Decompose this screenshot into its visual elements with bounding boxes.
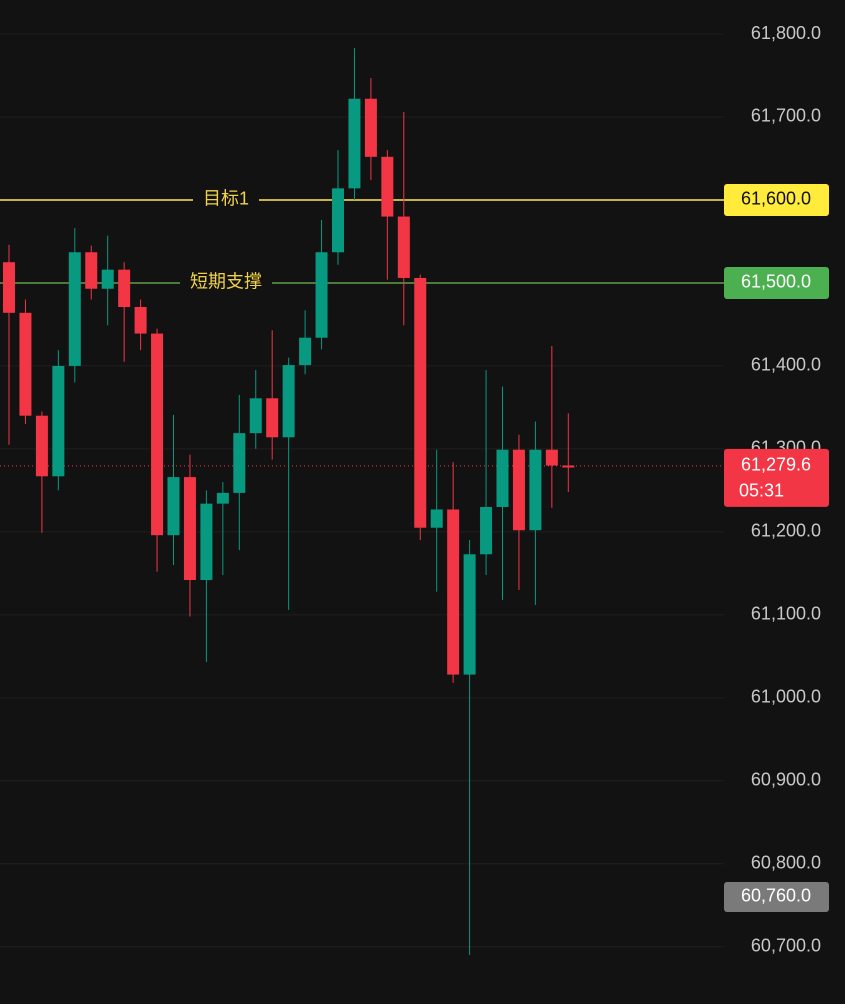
level-label-bg xyxy=(192,189,260,210)
candle-body xyxy=(134,307,147,334)
candle-body xyxy=(480,506,493,555)
candle-body xyxy=(282,365,295,438)
current-price-label: 61,279.6 xyxy=(741,455,811,475)
candle-body xyxy=(35,415,48,477)
candle-body xyxy=(3,262,15,313)
candle-body xyxy=(85,252,98,289)
candle-body xyxy=(299,337,312,366)
low-tag-label: 60,760.0 xyxy=(741,886,811,906)
y-tick-label: 61,800.0 xyxy=(751,23,821,43)
candle-body xyxy=(562,465,575,468)
level-label: 目标1 xyxy=(203,189,249,209)
candle-body xyxy=(266,398,279,438)
candle-body xyxy=(68,252,81,366)
candle-body xyxy=(118,269,131,308)
candle-body xyxy=(151,333,164,536)
candle-body xyxy=(233,433,246,493)
candle-body xyxy=(381,156,394,217)
candle-body xyxy=(19,312,32,416)
price-tag xyxy=(724,266,829,299)
candle-body xyxy=(348,98,361,189)
candle-body xyxy=(512,449,525,531)
candle-body xyxy=(249,398,262,434)
candle-body xyxy=(167,477,180,536)
candle-body xyxy=(183,477,196,580)
candle-body xyxy=(529,449,542,531)
y-tick-label: 61,400.0 xyxy=(751,355,821,375)
current-price-tag xyxy=(724,448,829,507)
candle-body xyxy=(545,449,558,466)
candle-body xyxy=(463,554,476,675)
candle-body xyxy=(52,365,65,477)
price-tag-label: 61,600.0 xyxy=(741,189,811,209)
candle-body xyxy=(216,492,229,504)
y-tick-label: 61,200.0 xyxy=(751,521,821,541)
y-tick-label: 61,100.0 xyxy=(751,604,821,624)
candle-body xyxy=(496,449,509,507)
price-tag-label: 61,500.0 xyxy=(741,272,811,292)
price-tag xyxy=(724,183,829,216)
countdown-label: 05:31 xyxy=(739,481,784,501)
candle-body xyxy=(332,188,344,253)
candle-body xyxy=(414,277,427,528)
y-tick-label: 60,900.0 xyxy=(751,770,821,790)
candle-body xyxy=(447,509,460,675)
low-tag xyxy=(724,881,829,912)
level-label-bg xyxy=(180,272,272,293)
y-tick-label: 60,700.0 xyxy=(751,935,821,955)
candle-body xyxy=(315,252,328,338)
candle-body xyxy=(101,269,114,289)
candle-body xyxy=(397,216,410,278)
y-tick-label: 61,000.0 xyxy=(751,687,821,707)
y-tick-label: 61,700.0 xyxy=(751,106,821,126)
level-label: 短期支撑 xyxy=(190,272,262,292)
candle-body xyxy=(430,509,443,528)
candle-body xyxy=(364,98,377,157)
candle-body xyxy=(200,503,213,580)
y-tick-label: 60,800.0 xyxy=(751,853,821,873)
